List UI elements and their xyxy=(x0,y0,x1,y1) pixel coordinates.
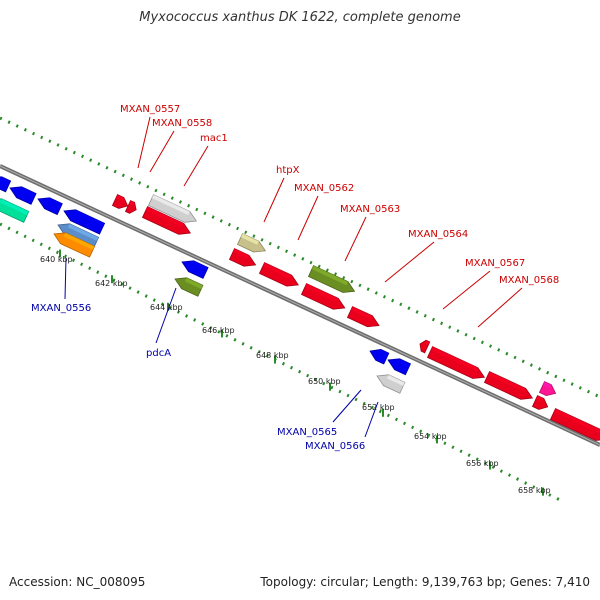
gene-label: MXAN_0565 xyxy=(277,427,337,438)
gene-label-leader xyxy=(477,287,523,328)
gene-arrow-mxan-0562 xyxy=(228,248,257,267)
gene-label: MXAN_0564 xyxy=(408,229,468,240)
tick-labels: 640 kbp 642 kbp 644 kbp 646 kbp 648 kbp 650 k… xyxy=(40,255,551,495)
feature-tracks xyxy=(0,176,600,441)
tick-label: 640 kbp xyxy=(40,255,73,264)
gene-arrow-mxan-0562b xyxy=(258,262,299,287)
gene-label-leader xyxy=(364,401,379,438)
tick-label: 656 kbp xyxy=(466,459,499,468)
gene-arrow-mxan-0563b xyxy=(300,283,346,310)
gene-arrow-mxan-0567 xyxy=(426,346,486,379)
gene-label-leader xyxy=(442,270,491,310)
gene-label: MXAN_0568 xyxy=(499,275,559,286)
gene-label: MXAN_0557 xyxy=(120,104,180,115)
tick-label: 652 kbp xyxy=(362,403,395,412)
gene-label: MXAN_0556 xyxy=(31,303,91,314)
gene-label-leader xyxy=(297,195,319,241)
gene-arrow-blue-edge xyxy=(0,176,12,193)
gene-label-leader xyxy=(137,116,151,169)
gene-arrow-mxan-0564 xyxy=(346,306,380,328)
gene-arrow-pdca xyxy=(174,277,204,297)
gene-label: MXAN_0567 xyxy=(465,258,525,269)
gene-arrow-blue-6 xyxy=(369,348,390,365)
gene-label-leader xyxy=(344,216,367,262)
gene-label: MXAN_0563 xyxy=(340,204,400,215)
label-leaders xyxy=(64,116,523,438)
gene-label-leader xyxy=(384,241,435,283)
gene-arrow-teal xyxy=(0,198,30,223)
gene-label-leader xyxy=(64,257,67,300)
gene-label-leader xyxy=(155,287,177,344)
gene-arrow-mxan-0563 xyxy=(307,265,356,293)
gene-arrow-mxan-0558-small xyxy=(124,200,137,214)
tick-label: 646 kbp xyxy=(202,326,235,335)
gene-arrow-mac1 xyxy=(141,206,192,235)
gene-arrow-small-left xyxy=(419,339,431,354)
gene-arrow-htpx xyxy=(236,233,267,253)
gene-label-leader xyxy=(183,145,209,187)
tick-label: 644 kbp xyxy=(150,303,183,312)
gene-label: mac1 xyxy=(200,133,228,144)
gene-label: MXAN_0566 xyxy=(305,441,365,452)
gene-arrow-blue-4 xyxy=(63,209,106,235)
gene-arrow-mxan-0557 xyxy=(111,194,129,209)
tick-label: 654 kbp xyxy=(414,432,447,441)
gene-arrow-pink xyxy=(538,381,557,397)
accession-text: Accession: NC_008095 xyxy=(9,575,146,589)
gene-label: MXAN_0562 xyxy=(294,183,354,194)
gene-arrow-red-short xyxy=(531,395,549,410)
gene-label: MXAN_0558 xyxy=(152,118,212,129)
gene-arrow-blue-2 xyxy=(9,186,37,205)
gene-arrow-mxan-0568 xyxy=(483,371,534,400)
gene-label-leader xyxy=(332,389,362,423)
topology-text: Topology: circular; Length: 9,139,763 bp… xyxy=(260,575,590,589)
gene-arrow-red-end xyxy=(549,408,600,441)
gene-label: pdcA xyxy=(146,348,171,359)
gene-arrow-mxan-0565 xyxy=(387,358,412,376)
gene-arrow-orange xyxy=(53,232,96,258)
genome-backbone xyxy=(0,164,600,447)
gene-label-leader xyxy=(263,177,285,223)
tick-label: 642 kbp xyxy=(95,279,128,288)
gene-arrow-grey-1 xyxy=(147,194,198,223)
tick-label: 658 kbp xyxy=(518,486,551,495)
map-title: Myxococcus xanthus DK 1622, complete gen… xyxy=(139,10,461,25)
gene-label: htpX xyxy=(276,165,300,176)
gene-labels: MXAN_0557 MXAN_0558 mac1 htpX MXAN_0562 MXAN_… xyxy=(31,104,559,452)
gene-label-leader xyxy=(149,130,175,173)
tick-label: 648 kbp xyxy=(256,351,289,360)
gene-arrow-mxan-0566 xyxy=(376,374,406,394)
gene-arrow-blue-3 xyxy=(37,197,63,216)
gene-arrow-blue-5 xyxy=(181,260,209,279)
tick-label: 650 kbp xyxy=(308,377,341,386)
